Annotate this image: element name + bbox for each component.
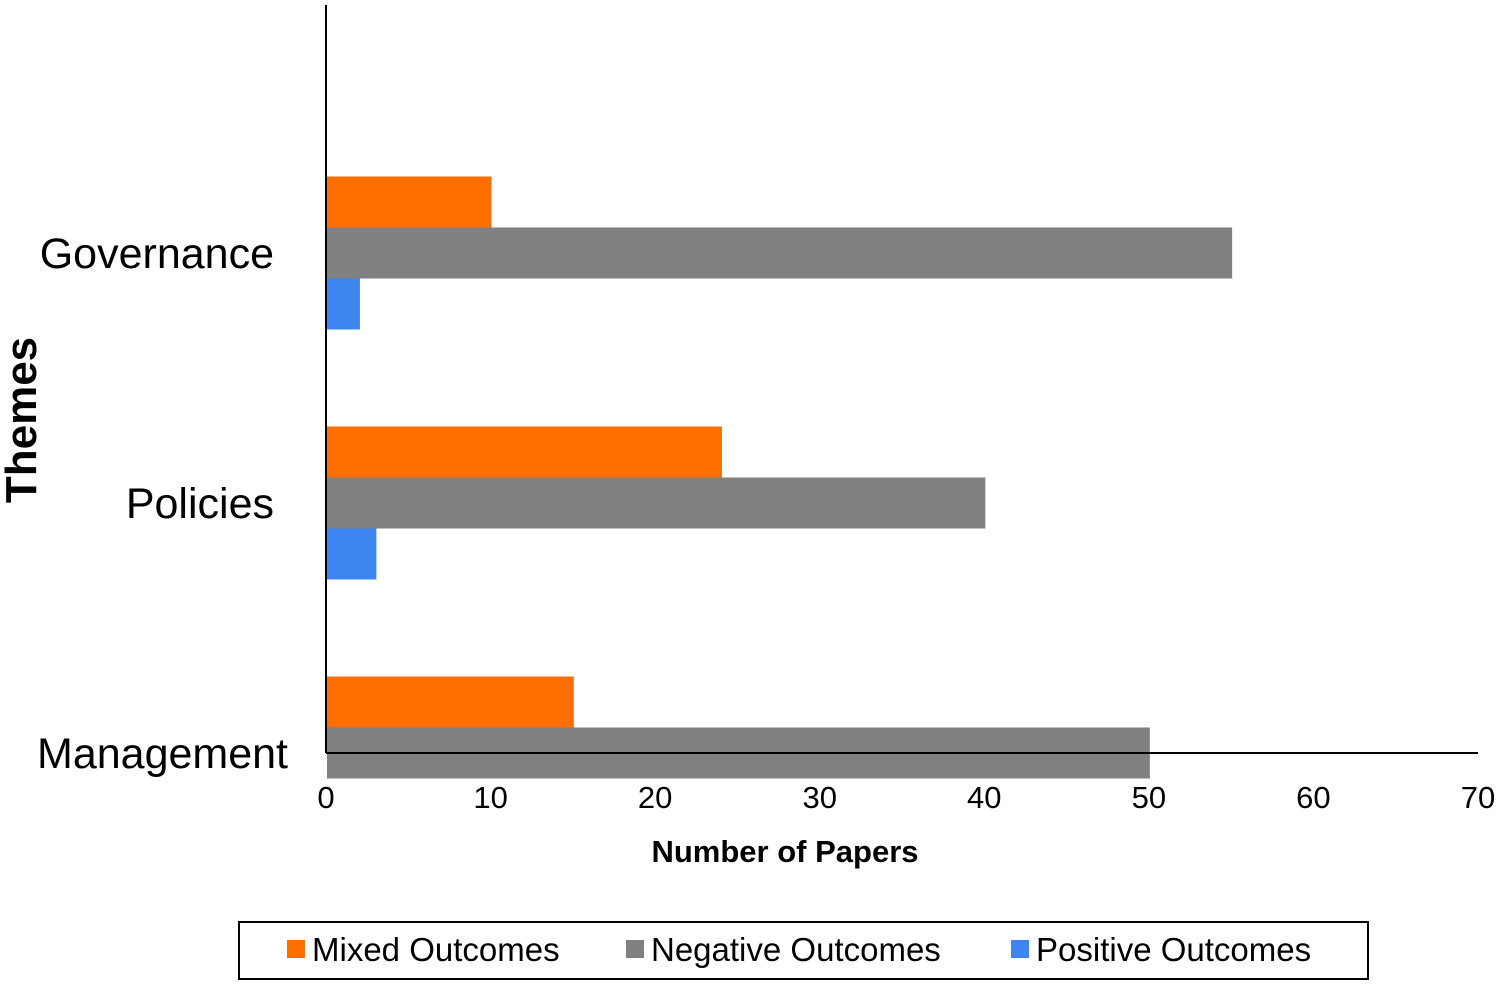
x-tick-label: 50 <box>1132 780 1166 815</box>
x-tick-labels: 0 10 20 30 40 50 60 70 <box>317 780 1495 815</box>
legend-box <box>238 921 1369 980</box>
bar-governance-negative-outcomes <box>327 227 1233 279</box>
legend: Mixed Outcomes Negative Outcomes Positive … <box>238 921 1369 980</box>
bar-governance-positive-outcomes <box>327 278 360 330</box>
bar-governance-mixed-outcomes <box>327 176 492 228</box>
legend-label-negative-outcomes: Negative Outcomes <box>651 931 941 968</box>
bars-layer <box>327 176 1233 779</box>
x-tick-label: 20 <box>638 780 672 815</box>
x-axis-title: Number of Papers <box>651 834 918 869</box>
category-label-governance: Governance <box>40 230 274 278</box>
x-tick-label: 10 <box>473 780 507 815</box>
category-label-policies: Policies <box>126 480 274 528</box>
x-tick-label: 70 <box>1461 780 1495 815</box>
x-tick-label: 30 <box>802 780 836 815</box>
category-label-management: Management <box>37 730 288 778</box>
legend-swatch-mixed-outcomes <box>287 940 305 958</box>
bar-policies-negative-outcomes <box>327 477 986 529</box>
legend-swatch-negative-outcomes <box>626 940 644 958</box>
legend-label-mixed-outcomes: Mixed Outcomes <box>312 931 560 968</box>
bar-policies-mixed-outcomes <box>327 426 722 478</box>
x-tick-label: 0 <box>317 780 334 815</box>
bar-management-mixed-outcomes <box>327 676 574 728</box>
bar-policies-positive-outcomes <box>327 528 377 580</box>
category-labels: Governance Policies Management <box>37 230 288 778</box>
legend-label-positive-outcomes: Positive Outcomes <box>1036 931 1311 968</box>
legend-swatch-positive-outcomes <box>1011 940 1029 958</box>
y-axis-title: Themes <box>0 337 46 503</box>
x-tick-label: 40 <box>967 780 1001 815</box>
legend-items: Mixed Outcomes Negative Outcomes Positive … <box>287 931 1311 968</box>
x-tick-label: 60 <box>1296 780 1330 815</box>
